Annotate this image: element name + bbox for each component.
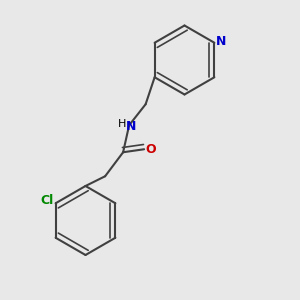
Text: H: H — [117, 119, 126, 129]
Text: N: N — [216, 35, 226, 48]
Text: Cl: Cl — [40, 194, 53, 207]
Text: O: O — [146, 143, 156, 156]
Text: N: N — [125, 120, 136, 133]
